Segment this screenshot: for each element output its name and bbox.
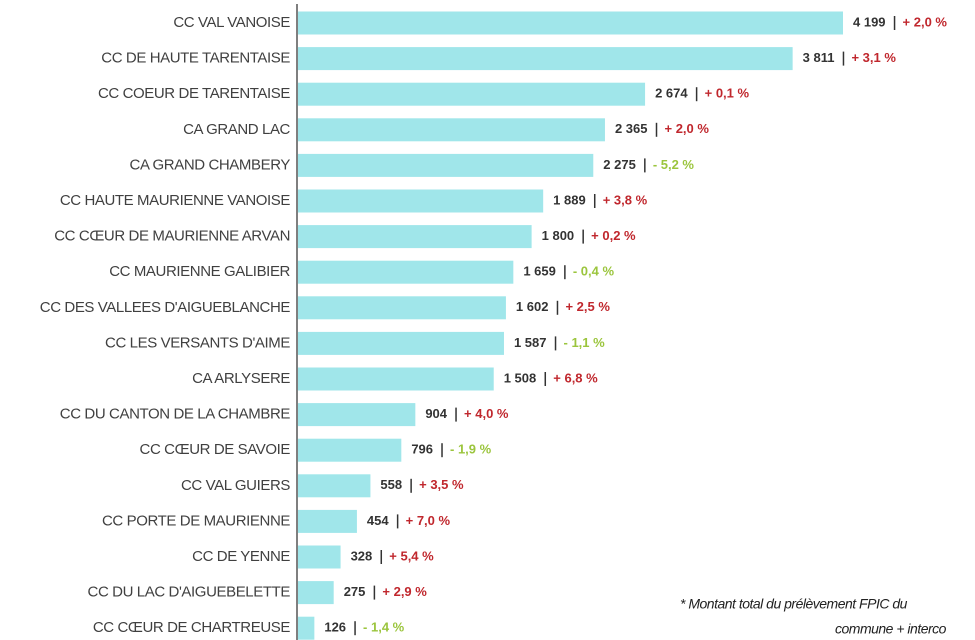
- category-label: CC COEUR DE TARENTAISE: [98, 85, 290, 102]
- bar: [298, 331, 504, 355]
- category-label: CC CŒUR DE MAURIENNE ARVAN: [54, 228, 290, 245]
- category-label: CC VAL VANOISE: [173, 14, 290, 31]
- bar: [298, 367, 494, 391]
- category-label: CC DU LAC D'AIGUEBELETTE: [88, 584, 291, 601]
- value-label: 1 659: [523, 264, 556, 279]
- change-label: + 2,0 %: [903, 14, 948, 29]
- value-label: 2 365: [615, 121, 648, 136]
- change-label: + 2,5 %: [565, 299, 610, 314]
- bar: [298, 616, 315, 640]
- category-label: CC VAL GUIERS: [181, 477, 290, 494]
- change-label: + 6,8 %: [553, 370, 598, 385]
- bar: [298, 403, 416, 427]
- value-label: 904: [425, 406, 447, 421]
- category-label: CC DU CANTON DE LA CHAMBRE: [60, 406, 291, 423]
- category-label: CA GRAND CHAMBERY: [130, 156, 291, 173]
- bar: [298, 581, 334, 605]
- change-label: - 0,4 %: [573, 264, 615, 279]
- value-label: 1 889: [553, 192, 586, 207]
- bar: [298, 82, 646, 106]
- value-label: 3 811: [803, 50, 835, 65]
- category-label: CC CŒUR DE SAVOIE: [140, 441, 291, 458]
- value-label: 1 800: [542, 228, 575, 243]
- value-label: 275: [344, 584, 366, 599]
- change-label: + 3,5 %: [419, 477, 464, 492]
- value-label: 328: [351, 548, 373, 563]
- category-label: CC PORTE DE MAURIENNE: [102, 512, 290, 529]
- bar: [298, 11, 843, 35]
- category-label: CC DES VALLEES D'AIGUEBLANCHE: [40, 299, 291, 316]
- category-label: CA GRAND LAC: [183, 121, 290, 138]
- bar: [298, 474, 371, 498]
- value-label: 4 199: [853, 14, 886, 29]
- bar: [298, 260, 514, 284]
- footnote: * Montant total du prélèvement FPIC du: [680, 596, 908, 612]
- value-label: 454: [367, 513, 389, 528]
- bar: [298, 545, 341, 569]
- change-label: + 4,0 %: [464, 406, 509, 421]
- category-label: CC MAURIENNE GALIBIER: [109, 263, 290, 280]
- bar: [298, 509, 357, 533]
- bar: [298, 118, 605, 142]
- change-label: - 5,2 %: [653, 157, 695, 172]
- change-label: + 3,1 %: [851, 50, 896, 65]
- value-label: 126: [324, 620, 346, 635]
- value-label: 1 508: [504, 370, 537, 385]
- change-label: + 0,1 %: [705, 86, 750, 101]
- bar: [298, 189, 544, 213]
- change-label: - 1,9 %: [450, 442, 492, 457]
- bar: [298, 438, 402, 462]
- value-label: 558: [380, 477, 402, 492]
- value-label: 2 275: [603, 157, 636, 172]
- change-label: + 5,4 %: [389, 548, 434, 563]
- category-label: CC DE YENNE: [192, 548, 290, 565]
- bar: [298, 225, 532, 249]
- bar: [298, 296, 506, 320]
- change-label: + 2,9 %: [382, 584, 427, 599]
- change-label: - 1,1 %: [564, 335, 606, 350]
- value-label: 1 587: [514, 335, 547, 350]
- footnote: commune + interco: [835, 621, 947, 637]
- value-label: 796: [411, 442, 433, 457]
- change-label: + 0,2 %: [591, 228, 636, 243]
- category-label: CA ARLYSERE: [192, 370, 290, 387]
- category-label: CC CŒUR DE CHARTREUSE: [93, 619, 291, 636]
- bar: [298, 47, 793, 71]
- change-label: - 1,4 %: [363, 620, 405, 635]
- value-label: 1 602: [516, 299, 549, 314]
- value-label: 2 674: [655, 86, 688, 101]
- category-label: CC HAUTE MAURIENNE VANOISE: [60, 192, 291, 209]
- bar: [298, 153, 594, 177]
- category-label: CC LES VERSANTS D'AIME: [105, 334, 290, 351]
- change-label: + 3,8 %: [603, 192, 648, 207]
- change-label: + 7,0 %: [406, 513, 451, 528]
- category-label: CC DE HAUTE TARENTAISE: [101, 50, 290, 67]
- change-label: + 2,0 %: [665, 121, 710, 136]
